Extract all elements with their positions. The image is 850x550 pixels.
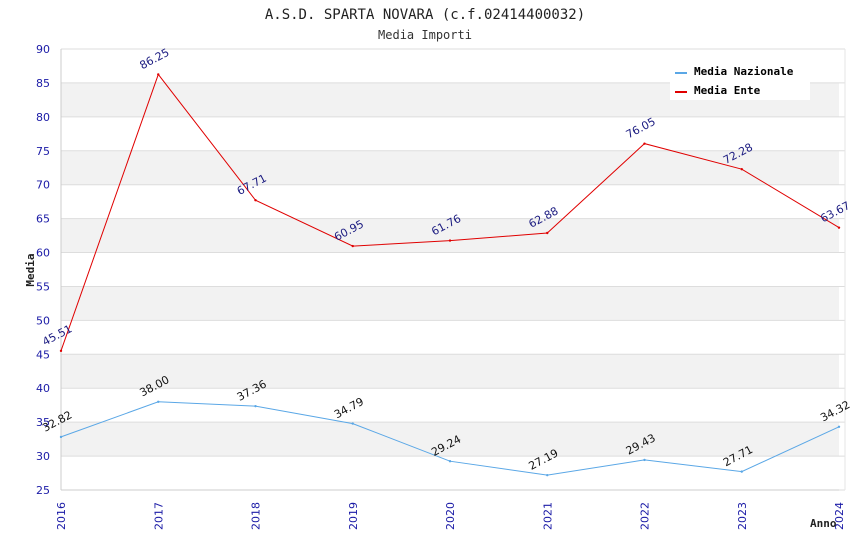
series-lines — [59, 73, 841, 477]
legend: Media Nazionale Media Ente — [670, 60, 810, 100]
data-point — [351, 244, 354, 248]
plot-bands — [61, 82, 839, 457]
y-tick-label: 60 — [36, 247, 50, 260]
data-label: 86.25 — [138, 46, 172, 72]
data-point — [351, 422, 354, 425]
data-label: 34.79 — [332, 395, 366, 421]
legend-label-nazionale: Media Nazionale — [694, 65, 794, 78]
x-tick-label: 2020 — [444, 502, 457, 530]
chart-title: A.S.D. SPARTA NOVARA (c.f.02414400032) — [265, 7, 585, 23]
plot-band — [61, 286, 839, 321]
data-point — [740, 168, 743, 171]
data-point — [740, 470, 743, 473]
y-tick-label: 75 — [36, 145, 50, 158]
x-tick-label: 2023 — [736, 502, 749, 530]
data-point — [59, 349, 63, 353]
x-axis-title: Anno — [810, 517, 837, 530]
y-tick-label: 45 — [36, 348, 50, 361]
x-tick-label: 2016 — [55, 502, 68, 530]
plot-band — [61, 354, 839, 389]
data-point — [254, 404, 257, 408]
data-point — [837, 226, 841, 229]
y-tick-label: 25 — [36, 484, 50, 497]
data-point — [546, 473, 549, 477]
x-tick-label: 2024 — [833, 502, 846, 530]
y-tick-label: 30 — [36, 450, 50, 463]
data-point — [643, 142, 646, 145]
y-tick-label: 80 — [36, 111, 50, 124]
data-point — [254, 199, 257, 202]
data-point — [59, 435, 63, 439]
data-point — [157, 400, 160, 403]
y-tick-label: 65 — [36, 213, 50, 226]
y-tick-label: 35 — [36, 416, 50, 429]
data-point — [643, 458, 646, 462]
chart-subtitle: Media Importi — [378, 28, 472, 42]
plot-band — [61, 150, 839, 185]
legend-box — [670, 60, 810, 100]
axes — [60, 49, 846, 491]
x-tick-label: 2021 — [541, 502, 554, 530]
plot-band — [61, 422, 839, 457]
y-tick-label: 90 — [36, 43, 50, 56]
data-point — [546, 231, 549, 235]
data-point — [448, 239, 452, 242]
x-tick-label: 2022 — [639, 502, 652, 530]
data-point — [837, 425, 841, 428]
x-tick-label: 2019 — [347, 502, 360, 530]
x-tick-label: 2018 — [250, 502, 263, 530]
y-tick-label: 70 — [36, 179, 50, 192]
x-tick-labels: 2016 2017 2018 2019 2020 2021 2022 2023 2024 — [55, 502, 846, 530]
y-tick-label: 55 — [36, 280, 50, 293]
data-point — [157, 73, 160, 76]
y-tick-label: 50 — [36, 314, 50, 327]
data-point — [448, 460, 452, 463]
y-tick-label: 85 — [36, 77, 50, 90]
legend-label-ente: Media Ente — [694, 84, 761, 97]
plot-band — [61, 218, 839, 253]
data-label: 76.05 — [624, 115, 658, 141]
y-tick-labels: 25 30 35 40 45 50 55 60 65 70 75 80 85 90 — [36, 43, 50, 497]
y-tick-label: 40 — [36, 382, 50, 395]
y-axis-title: Media — [24, 253, 37, 286]
x-tick-label: 2017 — [152, 502, 165, 530]
